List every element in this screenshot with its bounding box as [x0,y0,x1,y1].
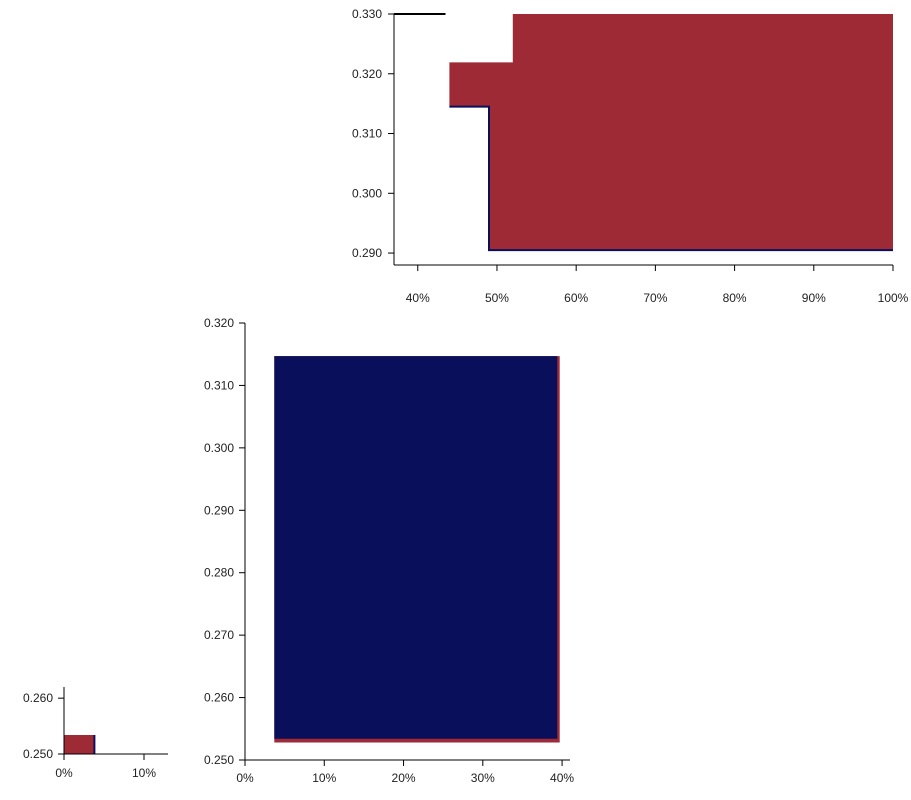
y-tick-label: 0.310 [352,127,382,141]
y-tick-label: 0.320 [352,67,382,81]
y-tick-label: 0.250 [23,747,53,761]
region-1 [274,356,558,739]
chart-upper-right: 0.290 0.300 0.310 0.320 0.330 40% 50% 60% 70% 80%… [352,7,909,305]
x-tick-label: 50% [485,291,509,305]
y-tick-label: 0.270 [204,628,234,642]
y-tick-label: 0.290 [204,503,234,517]
region-0 [449,14,893,251]
y-tick-label: 0.280 [204,566,234,580]
y-tick-label: 0.290 [352,246,382,260]
x-tick-label: 90% [802,291,826,305]
x-tick-label: 10% [132,766,156,780]
y-tick-label: 0.260 [23,691,53,705]
x-tick-label: 80% [723,291,747,305]
x-tick-label: 40% [550,771,574,785]
chart-middle: 0.250 0.260 0.270 0.280 0.290 0.300 0.310 0.320… [204,316,574,785]
y-tick-label: 0.330 [352,7,382,21]
y-tick-label: 0.300 [204,441,234,455]
x-tick-label: 100% [878,291,909,305]
y-tick-label: 0.300 [352,186,382,200]
x-tick-label: 30% [471,771,495,785]
y-tick-label: 0.310 [204,378,234,392]
x-tick-label: 70% [643,291,667,305]
x-tick-label: 20% [392,771,416,785]
y-tick-label: 0.320 [204,316,234,330]
x-tick-label: 10% [312,771,336,785]
y-tick-label: 0.250 [204,753,234,767]
x-tick-label: 0% [236,771,254,785]
boundary-line-0 [449,105,893,252]
y-tick-label: 0.260 [204,691,234,705]
x-tick-label: 40% [406,291,430,305]
x-tick-label: 0% [55,766,73,780]
x-tick-label: 60% [564,291,588,305]
region-0 [64,735,95,754]
chart-small-bottom-left: 0.250 0.260 0% 10% [23,687,168,780]
